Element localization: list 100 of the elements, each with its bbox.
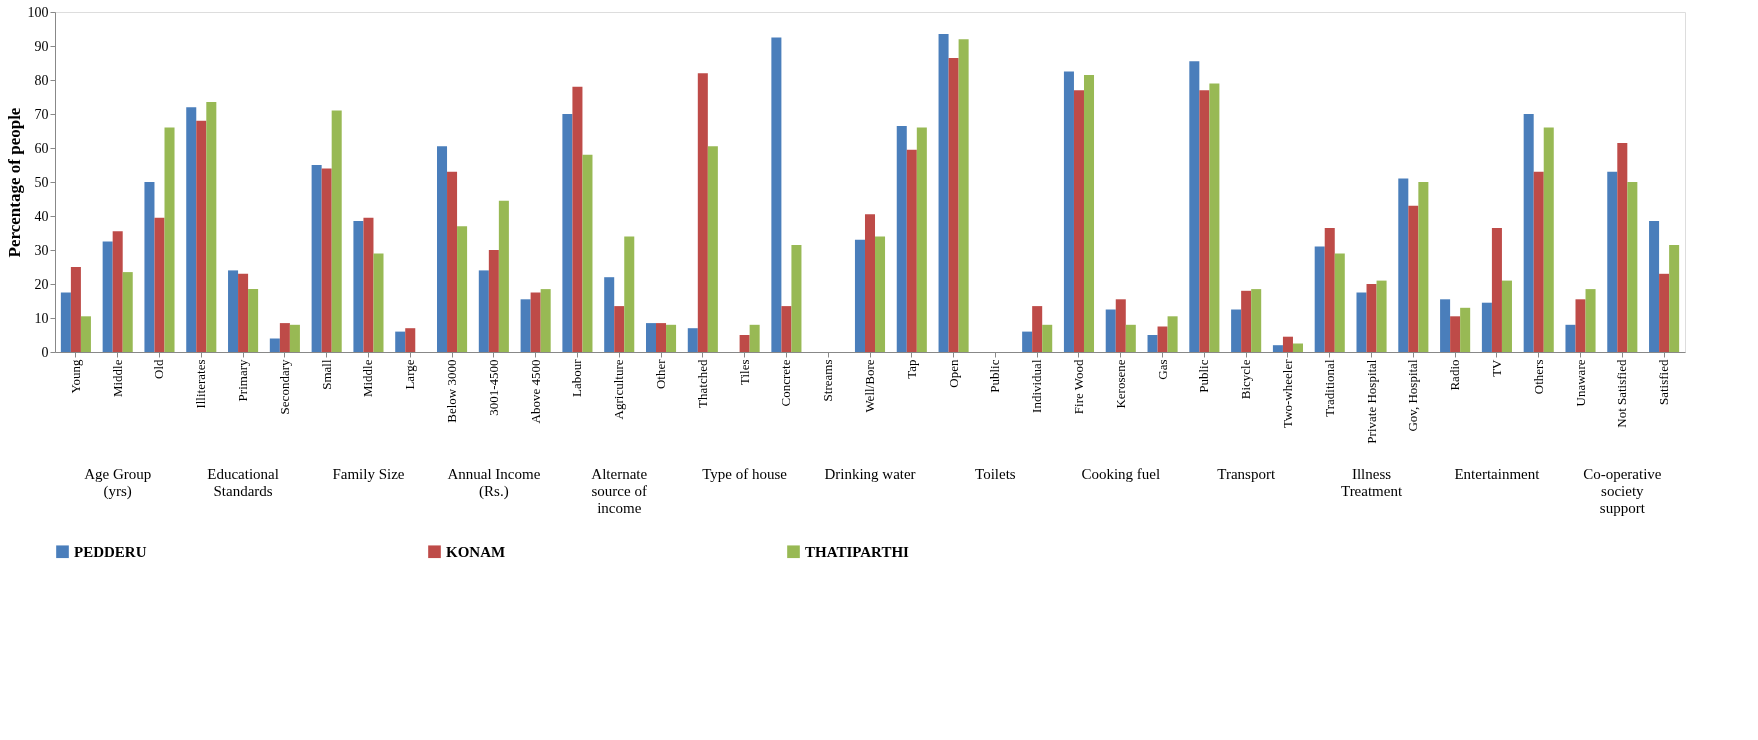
bar: [1617, 142, 1628, 352]
text: Illness Treatment: [1340, 466, 1403, 499]
x-tick-label: Above 4500: [527, 359, 543, 424]
bar: [864, 214, 876, 352]
bar: [1125, 324, 1136, 352]
x-tick-label: Individual: [1029, 359, 1045, 413]
bar: [1324, 227, 1335, 352]
x-tick-label: Tap: [903, 359, 919, 379]
bar: [478, 270, 489, 352]
bar: [530, 292, 541, 352]
bar: [122, 272, 133, 352]
bar: [1115, 299, 1126, 352]
text: Alternate source of income: [591, 466, 648, 516]
bar: [739, 335, 750, 352]
bar: [1627, 182, 1638, 352]
bar: [154, 217, 165, 352]
bar: [321, 168, 332, 352]
bar: [1105, 309, 1116, 352]
bar: [1083, 74, 1095, 352]
bar: [1241, 290, 1252, 352]
bar: [1157, 326, 1168, 352]
x-tick-label: Middle: [360, 359, 376, 398]
bar: [1543, 127, 1554, 352]
bar: [562, 114, 573, 352]
bar: [604, 277, 615, 352]
bar: [854, 239, 865, 352]
x-tick-label: Labour: [569, 358, 585, 398]
text: Entertainment: [1454, 466, 1541, 482]
x-tick-label: Primary: [235, 359, 251, 402]
bar: [102, 241, 113, 352]
x-tick-label: Open: [945, 359, 961, 388]
text: Cooking fuel: [1081, 466, 1161, 482]
bar: [896, 125, 907, 352]
text: Transport: [1217, 466, 1276, 482]
y-tick-label: 50: [34, 174, 49, 190]
y-tick-label: 30: [34, 242, 49, 258]
bar: [707, 146, 718, 352]
bar: [1533, 171, 1544, 352]
bar: [144, 182, 155, 352]
text: Type of house: [702, 466, 788, 482]
x-tick-label: Old: [151, 359, 167, 379]
y-tick-label: 70: [34, 106, 49, 122]
bar: [572, 86, 583, 352]
bar: [1607, 171, 1618, 352]
x-tick-label: Secondary: [276, 359, 292, 415]
x-tick-label: TV: [1488, 358, 1504, 377]
legend-label: KONAM: [446, 543, 506, 560]
bar: [1199, 90, 1210, 352]
x-tick-label: Gas: [1154, 359, 1170, 380]
bar: [1042, 324, 1053, 352]
bar: [373, 253, 384, 352]
bar: [488, 250, 499, 352]
bar: [614, 306, 625, 352]
bar: [645, 323, 657, 352]
bar: [447, 171, 458, 352]
bar: [582, 154, 593, 352]
bar: [228, 270, 239, 352]
text: Educational Standards: [207, 466, 279, 499]
y-tick-label: 80: [34, 72, 49, 88]
x-tick-label: Below 3000: [444, 359, 460, 423]
bar: [1314, 246, 1325, 352]
bar: [1032, 306, 1043, 352]
bar: [405, 328, 416, 352]
y-tick-label: 90: [34, 38, 49, 54]
bar: [437, 146, 448, 352]
bar: [1450, 316, 1461, 352]
x-tick-label: Illiterates: [193, 359, 209, 409]
bar: [1292, 343, 1303, 352]
bar: [1376, 280, 1387, 352]
bar: [289, 324, 300, 352]
bar: [781, 306, 792, 352]
bar: [331, 110, 342, 352]
x-tick-label: Private Hospital: [1363, 359, 1379, 444]
bar: [248, 289, 259, 352]
x-tick-label: Gov, Hospital: [1405, 359, 1421, 432]
x-tick-label: Kerosene: [1112, 359, 1128, 409]
bar: [1481, 302, 1492, 352]
x-tick-label: Young: [67, 359, 83, 394]
bar: [916, 127, 927, 352]
y-tick-label: 20: [34, 276, 49, 292]
x-tick-label: Thatched: [694, 359, 710, 408]
bar: [1063, 71, 1074, 352]
bar: [1659, 273, 1670, 352]
bar: [1408, 205, 1419, 352]
bar: [1418, 182, 1429, 352]
y-axis-title: Percentage of people: [4, 107, 24, 258]
text: Drinking water: [824, 466, 916, 482]
bar: [311, 165, 322, 352]
bar: [1460, 307, 1471, 352]
bar: [112, 231, 123, 352]
bar: [1272, 345, 1283, 352]
x-tick-label: Well/Bore: [862, 359, 877, 413]
x-tick-label: Public: [1196, 359, 1212, 393]
bar: [70, 267, 81, 352]
text: Toilets: [975, 466, 1016, 482]
bar: [656, 323, 667, 352]
bar: [1585, 289, 1596, 352]
y-tick-label: 10: [34, 310, 49, 326]
bar: [1231, 309, 1242, 352]
bar: [498, 200, 509, 352]
